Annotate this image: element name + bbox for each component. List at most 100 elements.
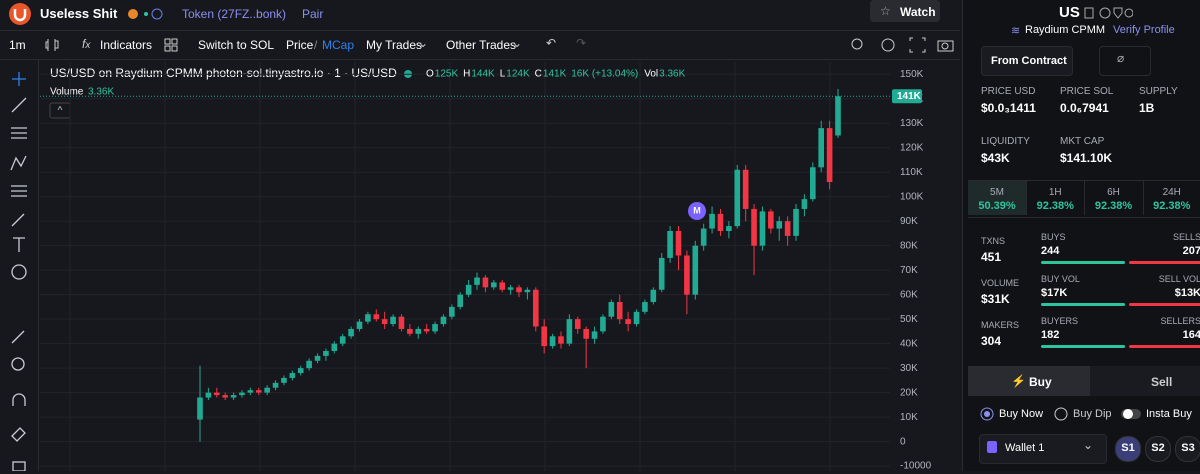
activity-value: 451 xyxy=(981,250,1002,264)
legend-key: C xyxy=(535,69,542,80)
indicators[interactable]: Indicators xyxy=(100,38,153,52)
activity-label: VOLUME xyxy=(981,278,1020,288)
candle-body xyxy=(398,316,405,329)
candle-body xyxy=(449,306,455,317)
timeframe-cell[interactable] xyxy=(968,181,1027,215)
tool-icons[interactable] xyxy=(0,60,38,472)
y-tick-label: 70K xyxy=(900,265,918,276)
candle-body xyxy=(247,390,254,393)
buy-tab[interactable] xyxy=(968,366,1090,396)
timeframe-label: 5M xyxy=(990,187,1004,198)
slot-button[interactable] xyxy=(1175,436,1200,462)
candle-body xyxy=(801,199,808,209)
badges xyxy=(128,8,163,20)
slot-button[interactable] xyxy=(1145,436,1171,462)
other-trades[interactable]: Other Trades xyxy=(446,38,517,52)
token-address[interactable]: Token (27FZ..bonk) xyxy=(182,7,287,21)
buy-label: BUYERS xyxy=(1041,316,1079,326)
legend-vol-key: Vol xyxy=(644,69,658,80)
chart-actions[interactable] xyxy=(850,37,956,53)
buy-now[interactable]: Buy Now xyxy=(999,408,1044,420)
stat-label: LIQUIDITY xyxy=(981,136,1030,147)
candle-body xyxy=(415,328,422,334)
sell-ratio-bar xyxy=(1129,303,1200,306)
candle-body xyxy=(281,377,287,383)
slot-label[interactable]: S3 xyxy=(1181,442,1195,454)
symbol-icons[interactable] xyxy=(1083,6,1133,20)
verify-link[interactable]: Verify Profile xyxy=(1113,24,1175,36)
leaf-button[interactable] xyxy=(1099,46,1151,76)
candle-body xyxy=(658,257,665,290)
switch-currency[interactable]: Switch to SOL xyxy=(198,38,275,52)
from-contract-button[interactable] xyxy=(981,46,1073,76)
candle-body xyxy=(331,343,338,351)
candle-body xyxy=(684,255,690,295)
sell-tab-label[interactable]: Sell xyxy=(1151,375,1173,389)
timeframe-value: 92.38% xyxy=(1036,200,1074,212)
y-tick-label: 80K xyxy=(900,240,918,251)
candle-body xyxy=(768,211,774,229)
y-tick-label: 90K xyxy=(900,216,918,227)
candle-body xyxy=(759,211,766,246)
stat-label: MKT CAP xyxy=(1060,136,1105,147)
candle-body xyxy=(390,316,396,325)
redo-icon[interactable]: ↷ xyxy=(576,36,587,50)
candle-body xyxy=(482,277,489,288)
candle-body xyxy=(407,328,413,334)
collapse-caret: ^ xyxy=(58,106,63,117)
buy-tab-label[interactable]: Buy xyxy=(1029,375,1052,389)
timeframe-label: 1H xyxy=(1048,187,1062,198)
sell-value: 207 xyxy=(1182,245,1200,257)
chart-title: US/USD on Raydium CPMM photon-sol.tinyas… xyxy=(50,66,397,80)
candle-body xyxy=(524,289,531,293)
buy-value: $17K xyxy=(1041,287,1068,299)
y-tick-label: 30K xyxy=(900,363,918,374)
timeframe-cell[interactable] xyxy=(1085,181,1144,215)
slot-button[interactable] xyxy=(1115,436,1141,462)
y-tick-label: 60K xyxy=(900,289,918,300)
slot-label[interactable]: S2 xyxy=(1151,442,1165,454)
volume-value: 3.36K xyxy=(88,87,114,98)
timeframe-cell[interactable] xyxy=(1026,181,1086,215)
wallet-name[interactable]: Wallet 1 xyxy=(1005,442,1045,454)
y-tick-label: 150K xyxy=(900,69,924,80)
star-icon: ☆ xyxy=(880,4,891,18)
interval[interactable]: 1m xyxy=(9,38,26,52)
y-tick-label: 110K xyxy=(900,167,923,178)
candle-body xyxy=(255,390,262,393)
y-tick-label: 20K xyxy=(900,387,918,398)
watch-label[interactable]: Watch xyxy=(900,5,936,19)
candle-body xyxy=(499,282,506,290)
candle-body xyxy=(239,392,245,396)
buy-ratio-bar xyxy=(1041,345,1125,348)
watch-button[interactable] xyxy=(870,0,940,22)
candle-body xyxy=(583,328,589,339)
candle-body xyxy=(642,302,648,312)
candle-body xyxy=(272,382,279,388)
candle-type-icon[interactable] xyxy=(44,37,60,53)
candle-body xyxy=(717,213,724,231)
price-toggle[interactable]: Price xyxy=(286,38,314,52)
candle-body xyxy=(365,314,371,322)
buy-dip[interactable]: Buy Dip xyxy=(1073,408,1112,420)
undo-icon[interactable]: ↶ xyxy=(546,36,557,50)
pair-link[interactable]: Pair xyxy=(302,7,324,21)
from-contract-label[interactable]: From Contract xyxy=(991,55,1067,67)
slot-label[interactable]: S1 xyxy=(1121,442,1135,454)
activity-value: 304 xyxy=(981,334,1002,348)
legend-vol-value: 3.36K xyxy=(659,69,685,80)
layout-icon[interactable] xyxy=(164,38,178,52)
candle-body xyxy=(465,284,472,295)
logo xyxy=(9,3,31,25)
my-trades[interactable]: My Trades xyxy=(366,38,423,52)
insta-buy[interactable]: Insta Buy xyxy=(1146,408,1192,420)
sell-label: SELL VOL xyxy=(1158,274,1200,284)
mcap-toggle[interactable]: MCap xyxy=(322,38,355,52)
buy-mode-controls[interactable] xyxy=(977,406,1200,422)
wallet-icon xyxy=(987,441,997,453)
volume-label: Volume xyxy=(50,87,84,98)
wallet-select[interactable] xyxy=(979,434,1107,464)
legend-value: 124K xyxy=(506,69,530,80)
candle-body xyxy=(700,228,707,246)
